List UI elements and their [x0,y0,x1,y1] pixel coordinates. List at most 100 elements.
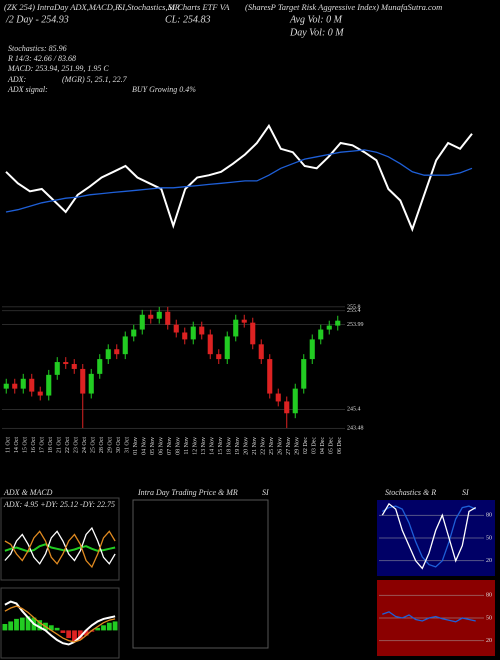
candle-body [233,319,239,337]
candle-body [156,311,162,319]
y-tick-label: 253.99 [347,322,364,328]
series-line [5,123,473,233]
panel-frame [0,497,120,581]
close: CL: 254.83 [165,14,211,25]
series-line [4,600,116,646]
macd: MACD: 253.94, 251.99, 1.95 C [7,64,109,73]
x-tick-label: 22 Nov [261,437,267,455]
candle-body [267,359,273,394]
x-tick-label: 04 Nov [142,437,148,455]
avg-vol: Avg Vol: 0 M [289,14,343,25]
histogram-bar [37,620,43,631]
candle-body [12,383,18,389]
day-vol: Day Vol: 0 M [289,27,344,38]
candle-body [46,374,52,396]
series-line [381,505,476,568]
y-tick-label: 80 [486,513,492,519]
x-tick-label: 14 Oct [14,437,20,453]
stoch: Stochastics: 85.96 [8,44,67,53]
candle-body [20,378,26,389]
candle-body [148,314,154,319]
x-tick-label: 17 Oct [40,437,46,453]
panel-values: ADX: 4.95 +DY: 25.12 -DY: 22.75 [3,500,115,509]
series-line [382,611,476,623]
series-line [381,502,477,570]
panel-title: SI [262,488,269,497]
day-range: /2 Day - 254.93 [5,14,69,25]
x-tick-label: 16 Oct [31,437,37,453]
x-tick-label: 31 Oct [125,437,131,453]
adx-signal-label: ADX signal: [7,85,48,94]
candle-body [190,326,196,340]
y-tick-label: 50 [486,535,492,541]
x-tick-label: 11 Oct [6,437,12,453]
x-tick-label: 07 Nov [167,437,173,455]
y-tick-label: 50 [486,615,492,621]
histogram-bar [83,630,89,636]
series-line [4,526,116,565]
histogram-bar [8,621,14,631]
histogram-bar [14,618,19,631]
x-tick-label: 15 Nov [218,437,224,455]
x-tick-label: 18 Oct [48,437,54,453]
candle-body [275,393,281,402]
x-tick-label: 23 Oct [74,437,80,453]
candle-body [29,378,35,392]
histogram-bar [95,627,101,631]
y-tick-label: 20 [486,558,492,564]
x-tick-label: 22 Oct [65,437,71,453]
candle-body [326,325,332,330]
x-tick-label: 29 Nov [295,437,301,455]
candle-body [318,329,324,340]
candle-body [284,401,290,414]
y-tick-label: 255.4 [347,308,361,314]
histogram-bar [25,616,31,631]
candle-body [88,373,94,394]
candle-body [105,349,111,360]
candle-body [241,319,247,323]
series-line [5,149,473,213]
x-tick-label: 28 Oct [99,437,105,453]
header-text: (SharesP Target Risk Aggressive Index) M… [245,2,442,12]
candle-body [199,326,205,335]
adx-values: (MGR) 5, 25.1, 22.7 [62,75,128,84]
histogram-bar [54,627,60,631]
candle-body [97,359,103,374]
x-tick-label: 18 Nov [227,437,233,455]
histogram-bar [112,621,118,631]
candle-body [3,383,9,389]
candle-body [114,349,120,355]
y-tick-label: 20 [486,638,492,644]
candle-body [335,320,341,326]
candle-body [182,332,188,340]
x-tick-label: 21 Nov [252,437,258,455]
x-tick-label: 30 Oct [116,437,122,453]
panel-title: SI [462,488,469,497]
candle-body [139,314,145,330]
candle-body [131,329,137,337]
x-tick-label: 19 Nov [235,437,241,455]
panel-title: ADX & MACD [3,488,53,497]
histogram-bar [48,625,54,631]
x-tick-label: 20 Nov [244,437,250,455]
x-tick-label: 05 Nov [150,437,156,455]
x-tick-label: 08 Nov [176,437,182,455]
x-tick-label: 01 Nov [133,437,139,455]
y-tick-label: 245.4 [347,407,361,413]
adx-signal: BUY Growing 0.4% [132,85,196,94]
series-line [4,605,116,643]
histogram-bar [72,630,77,642]
panel-frame [0,587,120,659]
candle-body [80,368,86,394]
x-tick-label: 25 Nov [269,437,275,455]
panel-title: Stochastics & R [385,488,436,497]
x-tick-label: 06 Nov [159,437,165,455]
candle-body [71,364,77,369]
candle-body [301,359,307,389]
histogram-bar [2,624,8,631]
x-tick-label: 25 Oct [91,437,97,453]
adx: ADX: [7,75,27,84]
y-tick-label: 255.8 [347,304,361,310]
candle-body [54,362,60,375]
